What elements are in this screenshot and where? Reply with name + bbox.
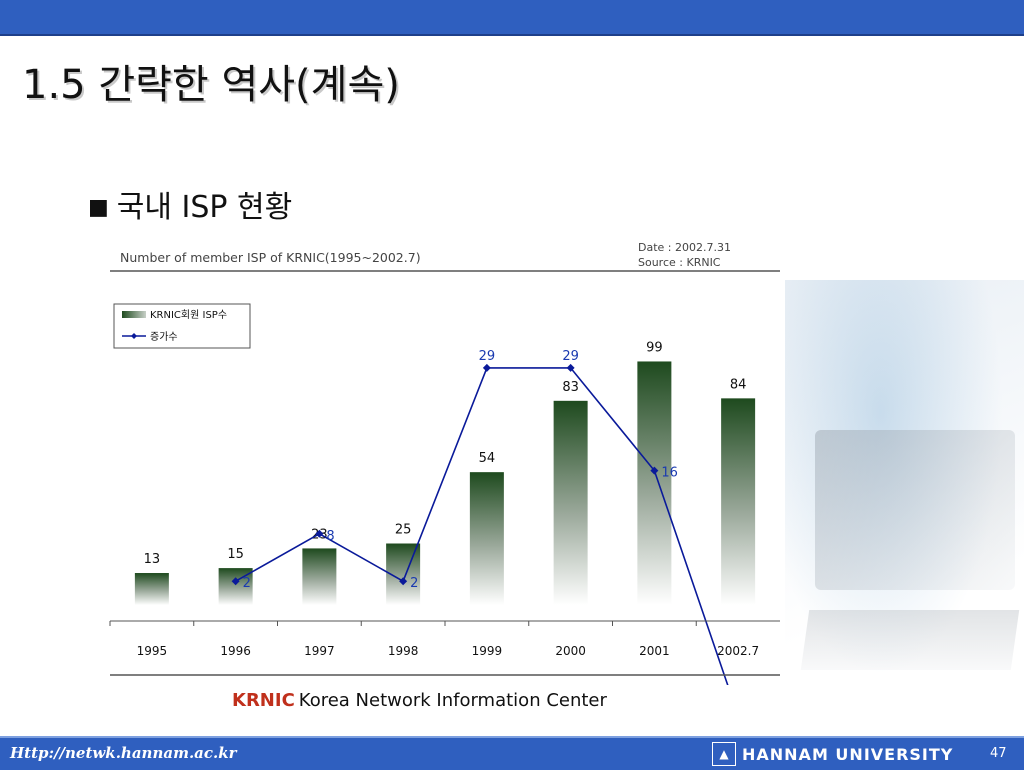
footer-url[interactable]: Http://netwk.hannam.ac.kr	[10, 744, 237, 762]
bar-label-2001: 99	[646, 340, 663, 355]
chart-source: Source : KRNIC	[638, 256, 721, 269]
legend-bar-swatch	[122, 311, 146, 318]
line-point-2000	[566, 363, 575, 372]
x-tick-label-2001: 2001	[639, 644, 670, 658]
bullet-text: 국내 ISP 현황	[116, 190, 293, 225]
chart-title: Number of member ISP of KRNIC(1995~2002.…	[120, 250, 421, 265]
chart-legend: KRNIC회원 ISP수 증가수	[113, 303, 251, 349]
bar-1997	[302, 548, 337, 605]
x-tick-label-1997: 1997	[304, 644, 335, 658]
bullet-item: ■ 국내 ISP 현황	[88, 182, 292, 226]
bar-label-2000: 83	[562, 380, 579, 395]
slide-title: 1.5 간략한 역사(계속)	[22, 62, 400, 108]
x-tick-label-1998: 1998	[388, 644, 419, 658]
university-logo-icon: ▲	[712, 742, 736, 766]
x-tick-label-1995: 1995	[137, 644, 168, 658]
isp-chart: Number of member ISP of KRNIC(1995~2002.…	[109, 241, 780, 685]
top-bar	[0, 0, 1024, 36]
x-tick-label-2000: 2000	[555, 644, 586, 658]
krnic-footer: KRNIC Korea Network Information Center	[232, 690, 607, 711]
bar-label-1999: 54	[479, 451, 496, 466]
university-brand: ▲ HANNAM UNIVERSITY	[712, 741, 953, 767]
krnic-name: Korea Network Information Center	[298, 690, 607, 711]
chart-marks: 1319951519962319972519985419998320009920…	[109, 340, 759, 685]
line-label-2000: 29	[562, 349, 579, 364]
bar-label-1996: 15	[227, 547, 244, 562]
monitor-icon	[815, 430, 1015, 590]
line-label-1996: 2	[243, 576, 251, 591]
line-point-1996	[231, 577, 240, 586]
page-number: 47	[990, 746, 1007, 761]
line-point-1997	[315, 529, 324, 538]
line-point-1998	[399, 577, 408, 586]
legend-bar-label: KRNIC회원 ISP수	[150, 309, 227, 321]
line-label-1997: 8	[326, 529, 334, 544]
bar-2002.7	[721, 398, 756, 605]
line-point-1999	[482, 363, 491, 372]
bottom-bar: Http://netwk.hannam.ac.kr ▲ HANNAM UNIVE…	[0, 736, 1024, 770]
bar-1995	[134, 573, 169, 605]
bar-label-1998: 25	[395, 523, 412, 538]
bar-2001	[637, 361, 672, 605]
x-tick-label-2002.7: 2002.7	[717, 644, 759, 658]
krnic-logo: KRNIC	[232, 690, 295, 711]
legend-diamond-icon	[131, 333, 137, 339]
bar-label-2002.7: 84	[730, 377, 747, 392]
bar-label-1995: 13	[144, 552, 161, 567]
university-name: HANNAM UNIVERSITY	[742, 744, 954, 764]
bar-2000	[553, 400, 588, 605]
square-bullet-icon: ■	[88, 195, 109, 220]
x-tick-label-1999: 1999	[472, 644, 503, 658]
legend-line-label: 증가수	[150, 331, 178, 343]
x-tick-label-1996: 1996	[220, 644, 251, 658]
bar-1999	[469, 472, 504, 605]
decorative-computer-image	[785, 280, 1024, 720]
line-label-2001: 16	[661, 466, 678, 481]
chart-date: Date : 2002.7.31	[638, 241, 731, 254]
line-label-1998: 2	[410, 576, 418, 591]
keyboard-icon	[800, 610, 1020, 670]
line-label-1999: 29	[479, 349, 496, 364]
line-point-2001	[650, 466, 659, 475]
